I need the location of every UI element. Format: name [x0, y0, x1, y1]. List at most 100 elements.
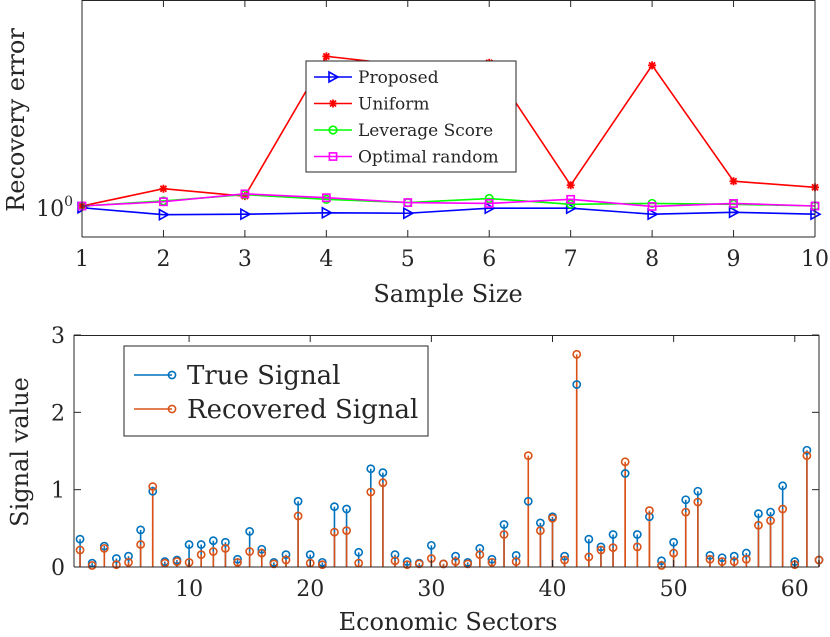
true-signal-point	[741, 548, 751, 558]
top-x-tick-label: 2	[156, 247, 170, 272]
true-signal-point	[245, 527, 255, 536]
point-proposed	[484, 201, 496, 215]
true-signal-point	[342, 504, 351, 514]
top-x-tick-label: 10	[801, 247, 829, 272]
true-signal-point	[645, 512, 654, 522]
true-signal-point	[572, 380, 582, 389]
true-signal-point	[620, 469, 630, 478]
point-optimal-random	[321, 193, 331, 203]
recovered-signal-point	[754, 520, 763, 530]
signal-stem-chart: 10 20 30 40 50 60 0 1 2 3 Signal value Economic …	[6, 324, 824, 636]
legend-marker-stroke	[329, 99, 337, 108]
point-proposed	[240, 207, 252, 221]
bottom-legend-box	[123, 345, 429, 437]
recovered-signal-point	[221, 544, 230, 553]
bottom-x-tick-label: 50	[660, 577, 688, 602]
recovered-signal-point	[330, 527, 339, 537]
recovered-signal-point	[511, 557, 521, 566]
point-uniform-stroke	[648, 61, 656, 69]
true-signal-point	[778, 481, 788, 491]
top-x-tick-label: 7	[564, 247, 578, 272]
bottom-x-tick-label: 40	[538, 577, 566, 602]
top-x-tick-label: 6	[482, 247, 496, 272]
recovered-signal-point	[390, 556, 400, 566]
recovered-signal-point	[136, 540, 146, 549]
true-signal-point	[451, 551, 460, 561]
legend-marker	[328, 70, 340, 84]
bottom-x-axis-label: Economic Sectors	[339, 608, 558, 636]
true-signal-point	[693, 486, 703, 496]
point-optimal-random	[403, 198, 413, 207]
recovered-signal-point	[208, 547, 218, 556]
bottom-x-ticks: 10 20 30 40 50 60	[175, 335, 809, 602]
recovered-signal-point	[402, 560, 412, 570]
bottom-x-tick-label: 20	[296, 577, 324, 602]
point-leverage-score	[484, 193, 494, 204]
bottom-legend: True Signal Recovered Signal	[123, 345, 429, 437]
point-uniform	[159, 184, 168, 193]
top-y-axis-label: Recovery error	[2, 28, 30, 212]
true-signal-point	[184, 540, 194, 549]
point-optimal-random	[159, 197, 168, 207]
recovered-signal-point	[802, 451, 812, 461]
legend-label: Optimal random	[358, 148, 499, 168]
point-uniform-stroke	[322, 52, 330, 60]
recovered-signal-point	[317, 560, 327, 570]
true-signal-point	[390, 550, 400, 560]
recovered-signal-point	[75, 545, 85, 555]
true-signal-point	[378, 468, 388, 478]
point-optimal-random	[647, 202, 657, 211]
point-optimal-random	[240, 189, 250, 199]
bottom-y-tick-label: 3	[51, 324, 65, 349]
recovered-signal-point	[87, 561, 97, 570]
top-x-tick-label: 8	[645, 247, 659, 272]
true-signal-point	[208, 536, 218, 546]
true-signal-point	[475, 544, 485, 553]
recovery-error-chart: 1 2 3 4 5 6 7 8 9 10 100 Recovery error Sample Si…	[2, 0, 829, 308]
legend-label: True Signal	[187, 361, 341, 391]
recovered-signal-point	[451, 557, 460, 566]
recovered-signal-point	[196, 550, 206, 560]
recovered-signal-point	[657, 561, 666, 570]
bottom-y-tick-label: 1	[51, 479, 65, 504]
top-x-tick-label: 1	[75, 247, 89, 272]
true-signal-point	[124, 551, 133, 561]
recovered-signal-point	[148, 482, 158, 491]
recovered-signal-point	[778, 504, 788, 514]
bottom-y-ticks: 0 1 2 3	[51, 324, 819, 581]
bottom-x-tick-label: 60	[781, 577, 809, 602]
point-uniform	[322, 52, 331, 61]
recovered-signal-point	[596, 545, 606, 555]
true-signal-point	[499, 520, 509, 529]
true-signal-point	[233, 554, 242, 564]
recovered-signal-point	[414, 559, 424, 569]
true-signal-point	[196, 540, 206, 549]
legend-marker	[329, 99, 337, 108]
top-x-tick-label: 9	[727, 247, 741, 272]
top-x-axis-label: Sample Size	[373, 280, 522, 308]
recovered-signal-point	[99, 544, 109, 553]
legend-marker	[328, 125, 338, 135]
legend-label: Uniform	[358, 95, 430, 115]
true-signal-point	[584, 534, 594, 544]
legend-marker	[328, 152, 338, 161]
point-proposed	[321, 206, 333, 220]
recovered-signal-point	[439, 559, 448, 569]
point-optimal-random	[484, 199, 494, 208]
point-proposed	[647, 207, 659, 221]
point-optimal-random	[566, 194, 576, 204]
recovered-signal-point	[245, 547, 255, 556]
true-signal-point	[802, 445, 812, 455]
true-signal-point	[717, 553, 727, 563]
top-axes-box	[81, 0, 816, 238]
true-signal-point	[596, 542, 606, 552]
recovered-signal-point	[281, 555, 291, 565]
bottom-legend-entries: True Signal Recovered Signal	[134, 361, 418, 425]
point-proposed	[402, 206, 415, 220]
true-signal-point	[293, 496, 303, 506]
true-signal-point	[632, 530, 642, 539]
recovered-signal-point	[548, 513, 557, 523]
top-x-ticks: 1 2 3 4 5 6 7 8 9 10	[75, 0, 829, 272]
recovered-signal-point	[669, 548, 679, 558]
recovered-signal-point	[172, 557, 182, 566]
